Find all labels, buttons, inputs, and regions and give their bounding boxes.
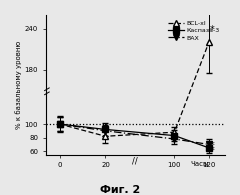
Text: *: * (210, 142, 215, 152)
Text: Часы: Часы (191, 161, 209, 168)
Text: //: // (132, 156, 138, 165)
Text: *: * (210, 25, 215, 35)
Text: —: — (35, 88, 42, 94)
Legend: BCL-xl, Каспаза-3, BAX: BCL-xl, Каспаза-3, BAX (166, 18, 222, 43)
Text: *: * (210, 146, 215, 156)
Y-axis label: % к базальному уровню: % к базальному уровню (15, 41, 22, 129)
Text: Фиг. 2: Фиг. 2 (100, 185, 140, 195)
X-axis label: Часы: Часы (0, 194, 1, 195)
